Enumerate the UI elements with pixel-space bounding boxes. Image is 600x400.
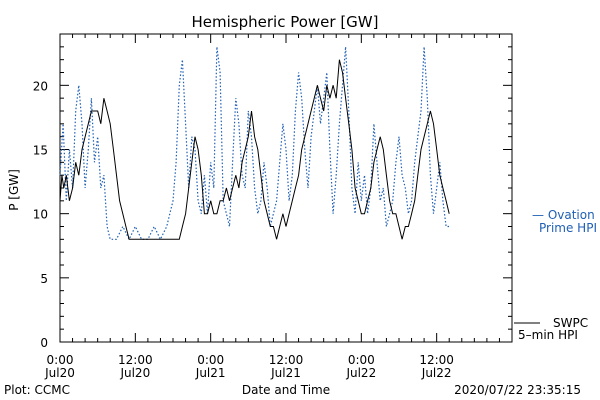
x-tick-date: Jul20: [119, 366, 150, 380]
plot-border: [59, 33, 513, 343]
y-tick-label: 20: [33, 79, 48, 93]
x-tick-time: 0:00: [197, 353, 224, 367]
x-tick-time: 0:00: [348, 353, 375, 367]
x-tick-time: 0:00: [47, 353, 74, 367]
x-tick-date: Jul21: [195, 366, 226, 380]
x-tick-time: 12:00: [419, 353, 454, 367]
y-axis: 0 5 10 15 20: [33, 33, 512, 350]
x-tick-date: Jul22: [345, 366, 376, 380]
y-tick-label: 5: [40, 272, 48, 286]
series-layer: [59, 46, 450, 241]
y-axis-label: P [GW]: [7, 169, 21, 211]
x-tick-date: Jul21: [270, 366, 301, 380]
y-tick-label: 0: [40, 336, 48, 350]
plot-frame: [59, 33, 513, 343]
legend-ovation-line2: Prime HPI: [539, 221, 597, 235]
legend-swpc-line2: 5–min HPI: [518, 328, 578, 342]
plot-timestamp: 2020/07/22 23:35:15: [454, 383, 581, 397]
chart-title: Hemispheric Power [GW]: [192, 13, 379, 31]
x-axis: 0:00Jul2012:00Jul200:00Jul2112:00Jul210:…: [44, 34, 513, 380]
x-tick-time: 12:00: [118, 353, 153, 367]
x-tick-date: Jul22: [421, 366, 452, 380]
series-line-swpc: [59, 59, 450, 240]
y-tick-label: 15: [33, 144, 48, 158]
legend-ovation-line1: — Ovation: [532, 208, 595, 222]
legend-swpc-line1: SWPC: [553, 316, 588, 330]
x-tick-time: 12:00: [269, 353, 304, 367]
series-line-ovation: [59, 46, 450, 241]
y-tick-label: 10: [33, 208, 48, 222]
x-tick-date: Jul20: [44, 366, 75, 380]
plot-credit: Plot: CCMC: [4, 383, 70, 397]
x-axis-label: Date and Time: [242, 383, 330, 397]
